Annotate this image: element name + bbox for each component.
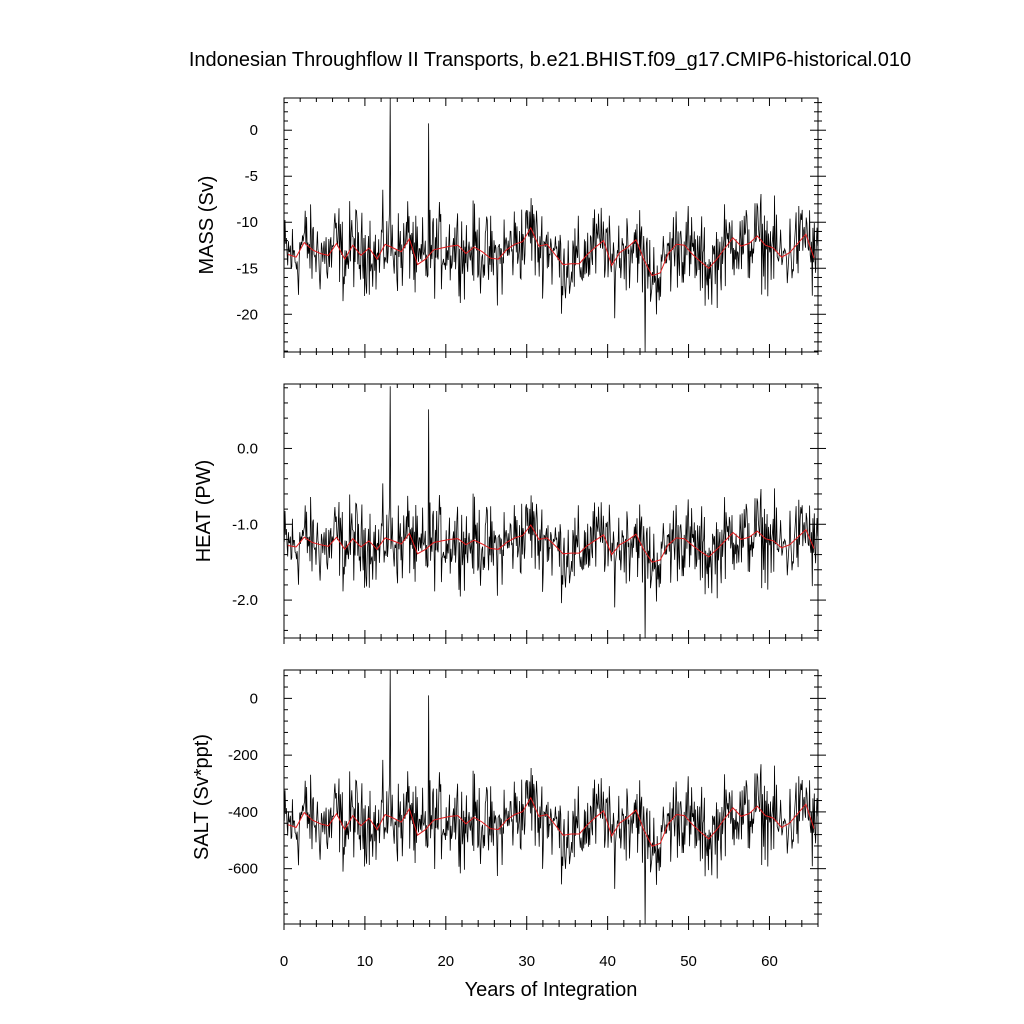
plot-frame [283,669,819,925]
y-tick-label: -2.0 [232,592,258,609]
x-tick-label: 20 [437,953,454,970]
chart-title: Indonesian Throughflow II Transports, b.… [189,49,911,71]
monthly-series-line [283,669,819,925]
y-axis-label: HEAT (PW) [193,460,215,563]
y-tick-label: -15 [236,260,258,277]
y-tick-label: -20 [236,306,258,323]
annual-mean-series-line [287,796,815,847]
y-tick-label: 0.0 [237,440,258,457]
y-tick-label: -600 [228,861,258,878]
y-tick-label: -200 [228,747,258,764]
y-tick-label: 0 [250,690,258,707]
y-axis-label: MASS (Sv) [196,176,218,275]
monthly-series-line [283,97,819,353]
x-tick-label: 40 [599,953,616,970]
plot-frame [283,97,819,353]
panels: 0 -5 -10 -15 -20 MASS (Sv) 0.0 -1.0 -2.0 HEAT (PW… [191,97,826,970]
plot-frame [283,383,819,639]
y-tick-label: -10 [236,214,258,231]
y-axis-label: SALT (Sv*ppt) [191,734,213,860]
x-tick-label: 50 [680,953,697,970]
x-tick-labels: 0 10 20 30 40 50 60 [280,953,778,970]
annual-mean-series-line [287,226,815,277]
x-tick-label: 30 [518,953,535,970]
y-tick-label: -1.0 [232,516,258,533]
x-tick-label: 10 [357,953,374,970]
panel-3: 0 -200 -400 -600 SALT (Sv*ppt) [191,669,826,930]
y-tick-label: -5 [245,168,258,185]
y-tick-label: 0 [250,122,258,139]
x-tick-label: 0 [280,953,288,970]
panel-2: 0.0 -1.0 -2.0 HEAT (PW) [193,383,826,644]
x-axis-label: Years of Integration [465,979,638,1001]
y-tick-label: -400 [228,804,258,821]
x-tick-label: 60 [761,953,778,970]
monthly-series-line [283,386,819,639]
annual-mean-series-line [287,524,815,563]
panel-1: 0 -5 -10 -15 -20 MASS (Sv) [196,97,826,358]
